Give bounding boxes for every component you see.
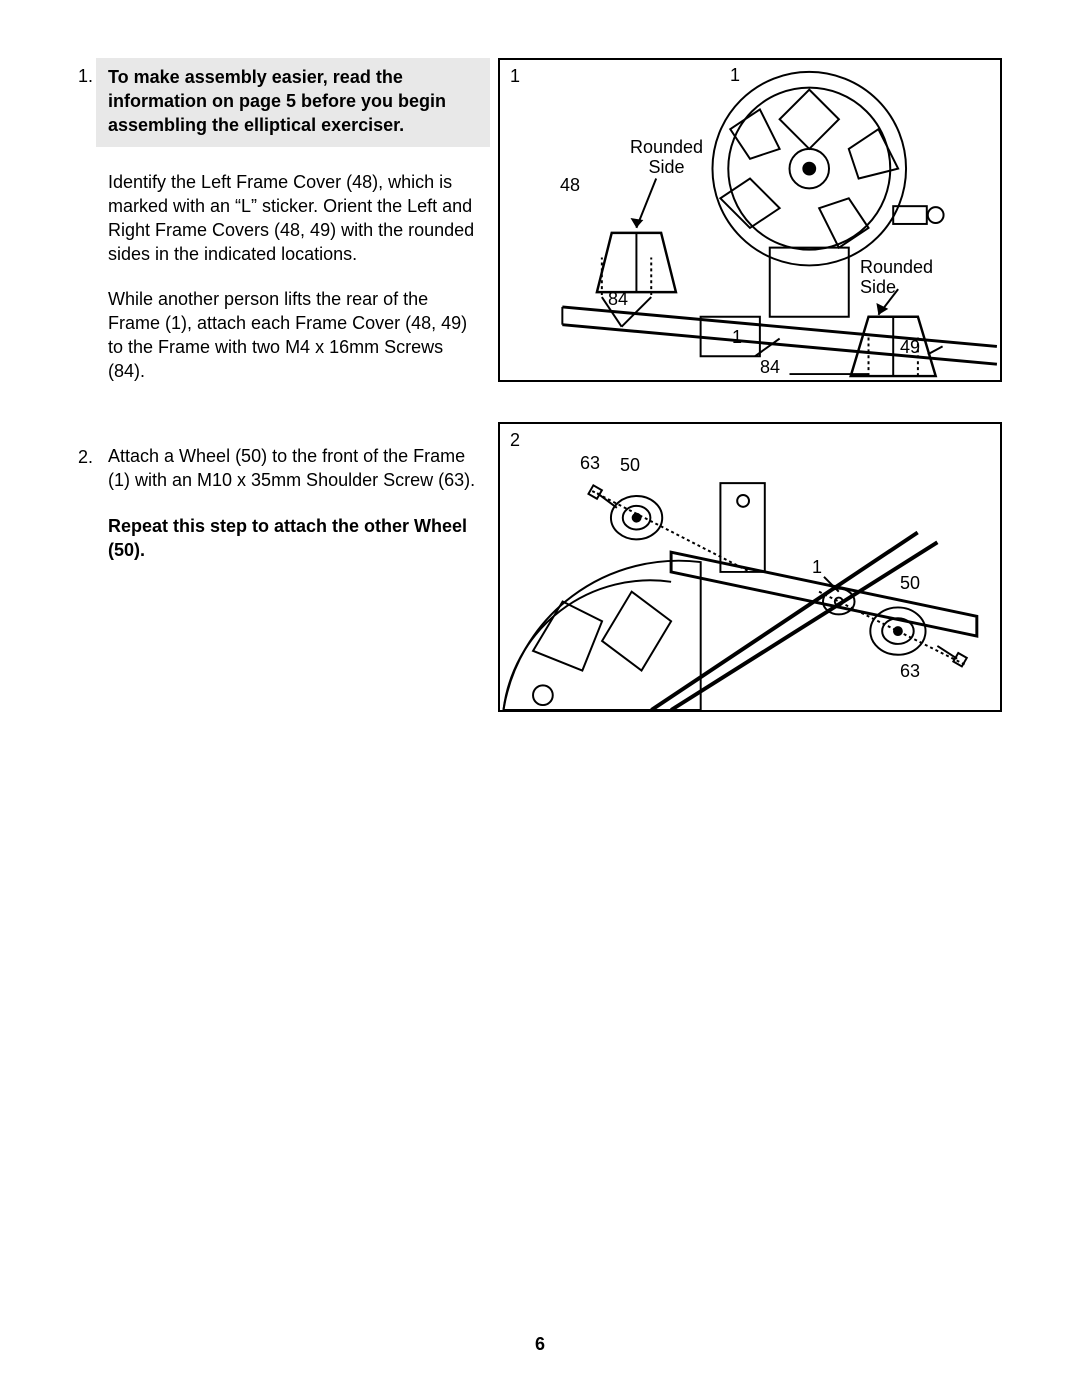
label-48: 48	[560, 176, 580, 196]
step-bold-paragraph: Repeat this step to attach the other Whe…	[108, 515, 478, 563]
step-1: 1. To make assembly easier, read the inf…	[78, 58, 478, 405]
step-paragraph: Attach a Wheel (50) to the front of the …	[108, 445, 478, 493]
label-50-top: 50	[620, 456, 640, 476]
label-rounded-side-top: Rounded Side	[630, 138, 703, 178]
figure-2: 2	[498, 422, 1002, 712]
figure-number: 1	[510, 66, 520, 87]
label-1-mid: 1	[732, 328, 742, 348]
highlight-note: To make assembly easier, read the inform…	[96, 58, 490, 147]
step-paragraph: Identify the Left Frame Cover (48), whic…	[108, 171, 478, 266]
label-63-top: 63	[580, 454, 600, 474]
label-1: 1	[812, 558, 822, 578]
step-body: To make assembly easier, read the inform…	[108, 58, 478, 405]
label-49: 49	[900, 338, 920, 358]
right-column: 1	[498, 58, 1002, 752]
figure-2-illustration	[500, 424, 1000, 710]
label-50-right: 50	[900, 574, 920, 594]
step-body: Attach a Wheel (50) to the front of the …	[108, 445, 478, 584]
figure-1-illustration	[500, 60, 1000, 380]
figure-1: 1	[498, 58, 1002, 382]
label-1-top: 1	[730, 66, 740, 86]
page-number: 6	[0, 1334, 1080, 1355]
step-paragraph: While another person lifts the rear of t…	[108, 288, 478, 383]
label-rounded-side-right: Rounded Side	[860, 258, 933, 298]
figure-number: 2	[510, 430, 520, 451]
left-column: 1. To make assembly easier, read the inf…	[78, 58, 478, 752]
label-84-bottom: 84	[760, 358, 780, 378]
label-84-left: 84	[608, 290, 628, 310]
page-content: 1. To make assembly easier, read the inf…	[0, 0, 1080, 752]
label-63-bottom: 63	[900, 662, 920, 682]
step-2: 2. Attach a Wheel (50) to the front of t…	[78, 445, 478, 584]
step-number: 2.	[78, 445, 108, 469]
